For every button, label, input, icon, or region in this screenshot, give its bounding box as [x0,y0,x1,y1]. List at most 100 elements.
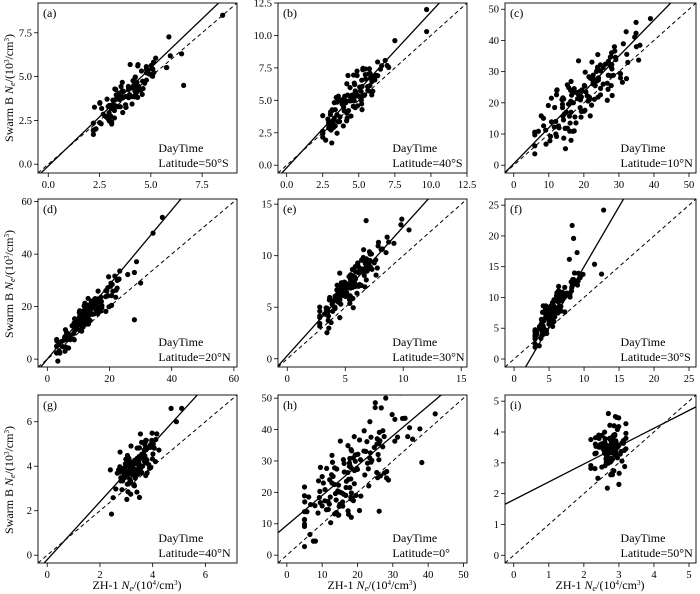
x-tick-label: 20 [352,570,363,581]
x-axis-title-part: 3 [637,579,641,587]
data-point [317,488,323,494]
data-point [319,474,325,480]
data-point [575,91,581,97]
y-axis-title-part: ) [2,34,16,38]
data-point [361,428,367,434]
y-tick-label: 10 [262,251,273,262]
one-to-one-line [505,395,696,563]
data-point [371,260,377,266]
x-axis-title-part: N [121,578,131,592]
x-tick-label: 50 [458,570,469,581]
data-point [622,463,628,470]
fit-line [505,3,672,173]
x-axis-title-part: ZH-1 [328,578,357,592]
data-point [138,280,144,286]
data-point [368,434,374,440]
data-point [345,469,351,476]
data-point [327,477,333,483]
data-point [125,454,131,461]
data-point [339,284,346,290]
data-point [113,294,119,300]
data-point [328,109,334,115]
data-point [567,120,573,126]
data-point [617,75,624,81]
data-point [107,467,113,473]
data-point [581,82,587,89]
data-point [330,308,336,314]
data-point [351,94,357,101]
data-point [332,107,338,113]
plot-frame [37,394,238,564]
y-tick-label: 5 [494,397,499,408]
data-point [551,124,557,130]
data-point [349,283,355,289]
y-tick-label: 40 [489,36,500,47]
data-point [343,100,349,106]
data-point [608,54,614,60]
x-tick-label: 40 [423,570,434,581]
y-axis-title-part: 3 [3,451,11,455]
data-point [136,461,142,467]
data-point [339,292,345,298]
data-point [565,101,572,107]
data-point [363,277,369,283]
data-point [335,512,341,518]
data-point [389,411,395,418]
data-point [369,457,375,463]
data-point [142,439,148,446]
condition-label: DayTime [621,335,666,349]
y-axis-title: Swarm B Ne/(103/cm3) [2,230,17,338]
panel-h: 0 10 20 30 40 50 0 10 20 30 40 50 (h) DayTimeLatitude… [262,394,469,581]
x-tick-label: 2 [581,570,586,581]
data-point [118,83,124,90]
data-point [373,72,379,78]
fit-line [505,406,696,505]
x-tick-label: 0 [285,374,290,385]
data-point [608,73,614,79]
data-point [424,6,430,13]
data-point [623,435,629,441]
data-point [372,404,378,411]
latitude-label: Latitude=20°N [158,350,231,364]
data-point [127,479,133,486]
data-point [571,270,578,276]
data-point [335,482,342,488]
data-point [64,336,70,343]
y-tick-label: 0 [267,551,272,562]
data-point [332,465,338,471]
data-point [578,114,584,120]
data-point [344,110,350,116]
fit-line [39,199,182,367]
data-point [133,467,139,473]
data-point [568,78,574,85]
data-point [133,259,140,265]
data-point [359,101,365,107]
x-tick-label: 10 [579,374,590,385]
data-point [604,97,610,103]
data-point [320,131,326,137]
data-point [351,481,357,487]
latitude-label: Latitude=0° [392,546,450,560]
x-axis-title-part: ) [412,578,416,592]
panel-label: (i) [510,398,521,412]
data-point [604,485,610,491]
data-point [364,439,370,445]
data-point [351,80,357,86]
data-point [366,66,373,72]
data-point [71,316,78,322]
data-point [355,451,361,457]
data-point [541,325,547,331]
data-point [617,70,623,76]
data-point [601,207,607,213]
data-point [348,496,354,502]
y-tick-label: 15 [262,200,273,211]
data-point [361,247,367,253]
data-point [358,88,364,94]
data-point [611,441,617,447]
data-point [559,101,566,107]
data-point [532,328,538,334]
data-point [117,268,123,274]
data-point [77,311,83,318]
data-point [575,278,581,284]
